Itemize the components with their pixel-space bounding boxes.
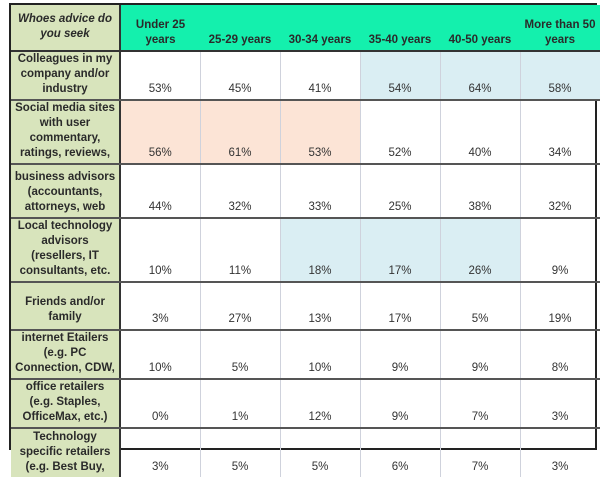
table-row: office retailers (e.g. Staples, OfficeMa…	[11, 379, 600, 429]
table-cell: 32%	[519, 164, 600, 219]
table-cell: 33%	[279, 164, 361, 219]
header-row: Whoes advice do you seek Under 25 years …	[11, 5, 600, 52]
table-cell: 9%	[359, 379, 441, 429]
table-cell: 3%	[519, 428, 600, 477]
table-cell: 0%	[119, 379, 201, 429]
corner-header: Whoes advice do you seek	[11, 5, 121, 52]
row-label: office retailers (e.g. Staples, OfficeMa…	[11, 379, 121, 429]
table-row: Friends and/or family 3% 27% 13% 17% 5% …	[11, 282, 600, 331]
table-cell: 19%	[519, 282, 600, 331]
advice-survey-table: Whoes advice do you seek Under 25 years …	[11, 5, 600, 477]
table-row: Colleagues in my company and/or industry…	[11, 51, 600, 101]
table-cell: 10%	[279, 330, 361, 380]
row-label: Friends and/or family	[11, 282, 121, 331]
row-label: business advisors (accountants, attorney…	[11, 164, 121, 219]
row-label: Colleagues in my company and/or industry	[11, 51, 121, 101]
table-cell: 54%	[359, 51, 441, 101]
column-header: 40-50 years	[440, 5, 520, 52]
table-cell: 52%	[359, 100, 441, 165]
table-row: business advisors (accountants, attorney…	[11, 164, 600, 219]
column-header: 25-29 years	[200, 5, 280, 52]
table-cell: 64%	[439, 51, 521, 101]
table-cell: 45%	[199, 51, 281, 101]
table-cell: 9%	[519, 218, 600, 283]
table-cell: 3%	[119, 282, 201, 331]
column-header: More than 50 years	[520, 5, 600, 52]
advice-survey-table-container: Whoes advice do you seek Under 25 years …	[9, 3, 600, 477]
table-cell: 9%	[359, 330, 441, 380]
table-cell: 34%	[519, 100, 600, 165]
table-cell: 7%	[439, 428, 521, 477]
table-cell: 10%	[119, 218, 201, 283]
table-cell: 13%	[279, 282, 361, 331]
table-row: Technology specific retailers (e.g. Best…	[11, 428, 600, 477]
table-cell: 32%	[199, 164, 281, 219]
table-cell: 9%	[439, 330, 521, 380]
table-cell: 1%	[199, 379, 281, 429]
column-header: 35-40 years	[360, 5, 440, 52]
table-cell: 10%	[119, 330, 201, 380]
row-label: Social media sites with user commentary,…	[11, 100, 121, 165]
table-cell: 38%	[439, 164, 521, 219]
table-cell: 5%	[199, 428, 281, 477]
table-cell: 44%	[119, 164, 201, 219]
row-label: Local technology advisors (resellers, IT…	[11, 218, 121, 283]
table-cell: 41%	[279, 51, 361, 101]
table-cell: 8%	[519, 330, 600, 380]
column-header: 30-34 years	[280, 5, 360, 52]
table-row: Local technology advisors (resellers, IT…	[11, 218, 600, 283]
table-cell: 58%	[519, 51, 600, 101]
table-cell: 3%	[119, 428, 201, 477]
table-cell: 40%	[439, 100, 521, 165]
column-header: Under 25 years	[120, 5, 200, 52]
table-cell: 25%	[359, 164, 441, 219]
table-row: internet Etailers (e.g. PC Connection, C…	[11, 330, 600, 380]
table-cell: 3%	[519, 379, 600, 429]
table-cell: 61%	[199, 100, 281, 165]
table-cell: 5%	[439, 282, 521, 331]
table-cell: 17%	[359, 282, 441, 331]
table-cell: 7%	[439, 379, 521, 429]
table-cell: 5%	[279, 428, 361, 477]
table-cell: 12%	[279, 379, 361, 429]
table-cell: 53%	[119, 51, 201, 101]
table-cell: 18%	[279, 218, 361, 283]
table-row: Social media sites with user commentary,…	[11, 100, 600, 165]
table-cell: 17%	[359, 218, 441, 283]
table-cell: 56%	[119, 100, 201, 165]
table-cell: 11%	[199, 218, 281, 283]
row-label: Technology specific retailers (e.g. Best…	[11, 428, 121, 477]
table-cell: 5%	[199, 330, 281, 380]
table-cell: 53%	[279, 100, 361, 165]
table-cell: 6%	[359, 428, 441, 477]
table-cell: 26%	[439, 218, 521, 283]
row-label: internet Etailers (e.g. PC Connection, C…	[11, 330, 121, 380]
table-cell: 27%	[199, 282, 281, 331]
